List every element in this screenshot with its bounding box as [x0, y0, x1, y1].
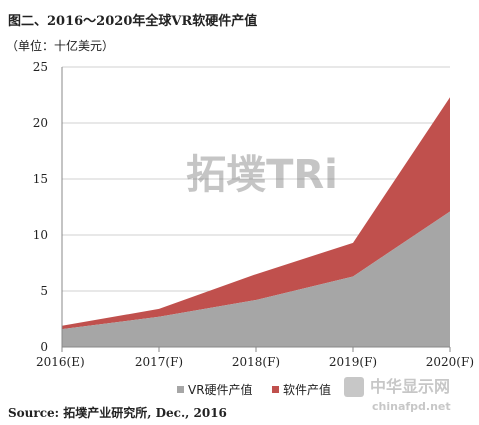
axis-layer: 0 5 10 15 20 25 2016(E) 2017(F) 2018(F) 2019(F) 20… [33, 60, 474, 369]
y-tick-label: 5 [40, 284, 48, 298]
y-tick-label: 0 [40, 340, 48, 354]
y-tick-label: 25 [33, 60, 48, 74]
chart-title: 图二、2016～2020年全球VR软硬件产值 [8, 14, 258, 29]
x-tick-label: 2017(F) [135, 355, 183, 369]
site-watermark-url: chinafpd.net [372, 400, 451, 413]
hardware-area [62, 211, 450, 347]
legend-swatch [272, 386, 279, 393]
watermark-layer: 拓墣TRi [186, 152, 338, 198]
x-tick-label: 2016(E) [36, 355, 85, 369]
x-tick-label: 2018(F) [232, 355, 280, 369]
legend-swatch [177, 386, 184, 393]
legend-label: VR硬件产值 [188, 382, 253, 397]
y-tick-label: 15 [33, 172, 48, 186]
y-tick-label: 20 [33, 116, 48, 130]
unit-label: （单位：十亿美元） [6, 39, 115, 53]
site-watermark: 中华显示网 chinafpd.net [344, 377, 451, 413]
source-note: Source: 拓墣产业研究所, Dec., 2016 [8, 406, 227, 420]
legend: VR硬件产值 软件产值 [177, 382, 331, 397]
site-watermark-cn: 中华显示网 [370, 377, 450, 396]
y-tick-label: 10 [33, 228, 48, 242]
site-logo-icon [344, 377, 364, 397]
area-layer [62, 97, 450, 347]
watermark-text: 拓墣TRi [186, 152, 338, 198]
x-tick-label: 2020(F) [426, 355, 474, 369]
x-tick-label: 2019(F) [329, 355, 377, 369]
legend-label: 软件产值 [283, 382, 331, 397]
software-area [62, 97, 450, 330]
